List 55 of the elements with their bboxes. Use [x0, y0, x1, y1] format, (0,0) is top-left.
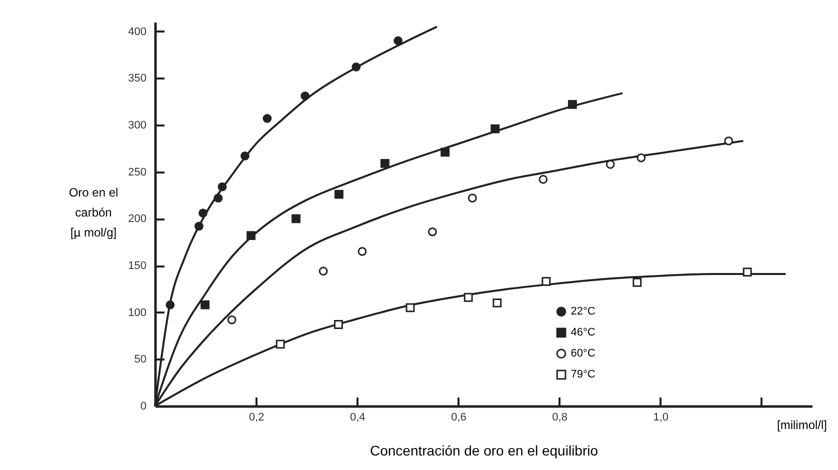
y-tick-label: 250 — [128, 166, 146, 178]
point — [490, 124, 500, 134]
x-tick-label: 0,8 — [552, 412, 568, 424]
point — [334, 320, 343, 329]
legend-label: 46°C — [570, 326, 596, 339]
y-tick-label: 150 — [128, 260, 146, 272]
point — [292, 214, 300, 224]
point — [406, 303, 415, 312]
point — [464, 292, 473, 302]
point — [742, 268, 752, 277]
point — [200, 300, 210, 310]
point — [468, 194, 477, 203]
y-tick-label: 350 — [128, 72, 146, 85]
legend-label: 22°C — [570, 306, 596, 318]
x-tick-label: 0,4 — [350, 412, 366, 424]
point — [240, 151, 250, 160]
point — [724, 136, 734, 146]
point — [198, 208, 208, 218]
y-tick-label: 300 — [128, 120, 146, 132]
x-axis-title: Concentración de oro en el equilibrio — [370, 442, 598, 458]
x-tick-label: 1,0 — [653, 412, 669, 424]
point — [300, 92, 310, 100]
point — [227, 315, 236, 324]
x-tick-label: 0,6 — [451, 412, 466, 424]
point — [440, 148, 450, 157]
y-tick-label: 0 — [140, 400, 146, 412]
point — [428, 227, 437, 236]
text: [milimol/l] — [777, 418, 827, 432]
point — [194, 222, 204, 231]
point — [358, 247, 367, 256]
point — [542, 276, 551, 286]
point — [334, 190, 344, 199]
x-tick-label: 0,2 — [248, 412, 264, 424]
point — [166, 300, 175, 310]
y-tick-label: 100 — [128, 306, 146, 319]
point — [394, 36, 403, 46]
point — [636, 153, 646, 162]
point — [538, 174, 548, 184]
point — [246, 231, 256, 240]
point — [214, 194, 223, 203]
y-tick-label: 50 — [134, 354, 146, 366]
point — [380, 158, 390, 168]
y-tick-label: 200 — [128, 213, 146, 226]
legend-label: 60°C — [570, 348, 596, 360]
y-axis-title: Oro en el carbón [µ mol/g] — [68, 186, 118, 240]
legend-label: 79°C — [570, 368, 596, 381]
y-tick-label: 400 — [128, 26, 146, 38]
point — [492, 298, 502, 308]
point — [632, 278, 642, 287]
point — [352, 62, 361, 72]
point — [318, 266, 328, 276]
point — [276, 340, 285, 349]
point — [218, 182, 227, 192]
point — [262, 114, 272, 123]
point — [568, 100, 577, 109]
